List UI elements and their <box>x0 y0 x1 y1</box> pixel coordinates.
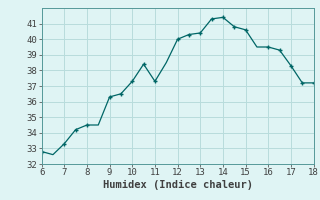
X-axis label: Humidex (Indice chaleur): Humidex (Indice chaleur) <box>103 180 252 190</box>
